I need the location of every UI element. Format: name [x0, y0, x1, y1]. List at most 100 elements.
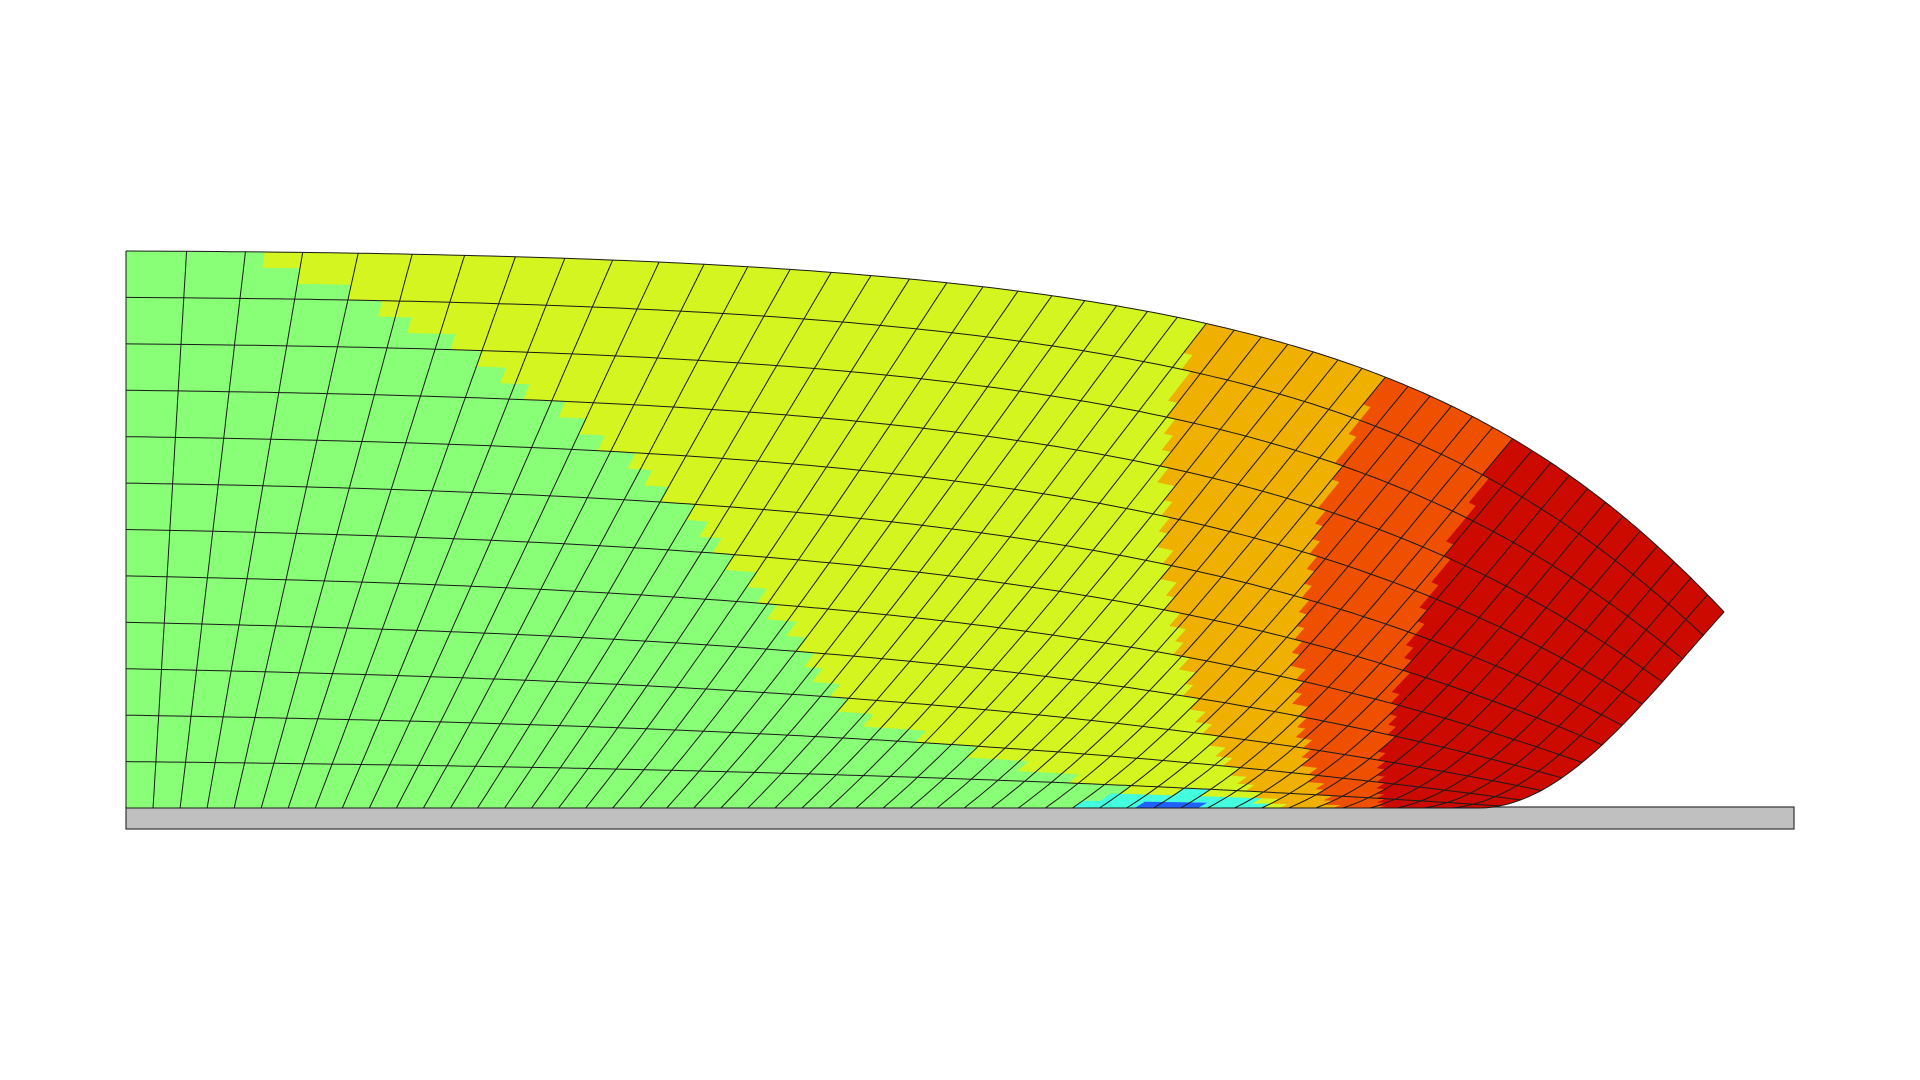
contour-cell	[182, 530, 199, 547]
contour-cell	[255, 298, 277, 315]
contour-cell	[157, 715, 170, 732]
contour-cell	[299, 252, 322, 269]
contour-cell	[136, 699, 149, 716]
contour-cell	[204, 251, 227, 268]
contour-cell	[142, 405, 161, 423]
contour-cell	[185, 499, 202, 516]
contour-cell	[259, 391, 280, 409]
contour-cell	[216, 328, 237, 346]
contour-cell	[164, 281, 186, 299]
contour-cell	[178, 359, 199, 376]
contour-cell	[219, 297, 241, 315]
contour-cell	[281, 251, 304, 269]
contour-cell	[139, 560, 155, 577]
contour-cell	[151, 607, 166, 624]
contour-cell	[275, 392, 296, 409]
contour-cell	[169, 514, 186, 532]
contour-cell	[234, 453, 254, 471]
contour-cell	[140, 498, 157, 515]
contour-cell	[125, 761, 137, 778]
contour-cell	[172, 468, 190, 485]
contour-cell	[174, 638, 189, 655]
contour-cell	[143, 343, 164, 361]
contour-cell	[184, 266, 206, 283]
contour-cell	[162, 776, 175, 794]
contour-cell	[125, 792, 136, 809]
contour-cell	[171, 669, 186, 686]
contour-cell	[253, 313, 275, 331]
contour-cell	[162, 328, 183, 345]
contour-cell	[158, 699, 172, 717]
contour-cell	[169, 700, 183, 717]
contour-cell	[137, 668, 151, 686]
contour-cell	[161, 359, 181, 376]
contour-cell	[165, 576, 181, 593]
contour-cell	[175, 421, 194, 439]
contour-cell	[197, 639, 213, 656]
contour-cell	[125, 297, 146, 314]
contour-cell	[125, 420, 144, 438]
contour-cell	[125, 405, 144, 422]
contour-cell	[201, 484, 219, 501]
contour-cell	[196, 359, 216, 377]
contour-cell	[176, 390, 196, 408]
contour-cell	[172, 653, 187, 671]
contour-cell	[145, 250, 167, 268]
contour-cell	[257, 407, 277, 425]
contour-cell	[225, 406, 245, 424]
contour-cell	[230, 484, 249, 502]
contour-cell	[179, 344, 200, 361]
contour-cell	[159, 390, 179, 407]
contour-cell	[140, 529, 156, 546]
contour-cell	[198, 515, 215, 532]
contour-cell	[269, 329, 290, 347]
contour-cell	[144, 761, 157, 778]
contour-cell	[143, 792, 155, 809]
contour-cell	[286, 329, 308, 347]
contour-cell	[163, 607, 179, 624]
contour-cell	[125, 575, 141, 593]
contour-cell	[166, 560, 183, 578]
contour-cell	[315, 267, 338, 285]
contour-cell	[149, 637, 164, 655]
contour-cell	[140, 482, 158, 500]
contour-cell	[228, 500, 247, 517]
contour-cell	[222, 546, 239, 564]
contour-cell	[125, 560, 141, 577]
contour-cell	[183, 281, 205, 299]
contour-cell	[154, 761, 167, 778]
contour-cell	[125, 544, 141, 562]
contour-cell	[125, 699, 138, 716]
contour-cell	[164, 266, 186, 283]
contour-cell	[260, 267, 282, 284]
contour-cell	[135, 761, 147, 778]
contour-cell	[183, 514, 201, 532]
contour-cell	[289, 314, 310, 331]
contour-cell	[199, 499, 217, 517]
contour-cell	[216, 484, 234, 501]
contour-cell	[134, 792, 146, 809]
contour-cell	[151, 591, 167, 609]
contour-cell	[125, 513, 142, 531]
contour-cell	[125, 498, 142, 515]
contour-cell	[271, 314, 293, 331]
contour-cell	[142, 390, 162, 407]
contour-cell	[224, 251, 246, 268]
contour-cell	[125, 776, 136, 793]
contour-cell	[202, 468, 221, 486]
contour-cell	[146, 730, 159, 747]
contour-cell	[166, 730, 180, 748]
contour-cell	[278, 267, 301, 284]
contour-cell	[283, 345, 305, 363]
contour-cell	[144, 297, 166, 314]
contour-cell	[125, 529, 142, 546]
contour-cell	[125, 343, 145, 360]
contour-cell	[156, 483, 173, 500]
contour-cell	[199, 623, 215, 641]
contour-cell	[223, 422, 242, 439]
contour-cell	[163, 312, 184, 330]
contour-cell	[125, 745, 137, 763]
contour-cell	[207, 422, 226, 439]
contour-cell	[155, 746, 168, 763]
